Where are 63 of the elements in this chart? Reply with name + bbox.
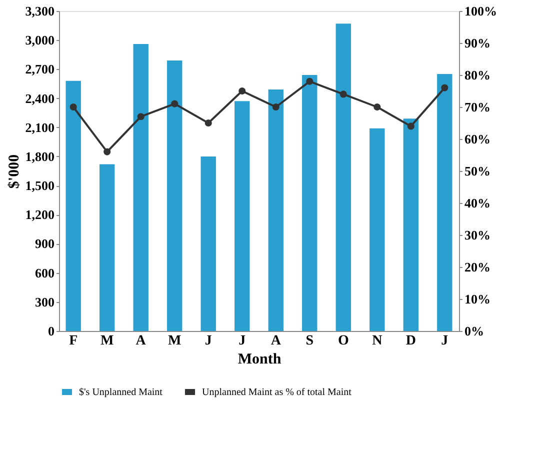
point: [238, 87, 246, 95]
y2-tick-label: 10%: [464, 292, 490, 306]
x-tick-label: J: [238, 334, 246, 348]
bar: [133, 44, 148, 331]
x-tick-label: F: [69, 334, 78, 348]
bar: [268, 90, 284, 331]
y2-tick-label: 20%: [464, 260, 490, 274]
y-tick-label: 600: [35, 265, 54, 280]
y2-tick-label: 50%: [464, 164, 490, 178]
x-axis-title: Month: [238, 352, 282, 368]
x-tick-label: M: [100, 334, 114, 348]
x-tick-label: S: [306, 334, 314, 348]
x-tick-label: O: [338, 334, 349, 348]
y2-tick-label: 70%: [464, 100, 490, 114]
point: [272, 103, 280, 111]
legend-label: Unplanned Maint as % of total Maint: [202, 387, 352, 398]
bar: [302, 75, 318, 331]
y2-tick-label: 0%: [464, 324, 484, 338]
y-tick-label: 3,300: [25, 4, 54, 18]
point: [204, 119, 212, 127]
x-tick-label: J: [204, 334, 212, 348]
bar: [336, 24, 351, 331]
y2-tick-label: 100%: [464, 4, 497, 18]
bar: [234, 101, 250, 331]
y-tick-label: 300: [35, 294, 54, 310]
x-tick-label: A: [270, 334, 282, 348]
y-tick-label: 2,100: [25, 120, 54, 135]
x-tick-label: D: [406, 334, 416, 348]
bar: [200, 156, 216, 331]
y-tick-label: 900: [35, 236, 54, 252]
x-tick-label: A: [136, 334, 147, 348]
legend-label: $'s Unplanned Maint: [79, 387, 163, 398]
bar: [437, 74, 452, 331]
y2-tick-label: 40%: [464, 196, 490, 210]
bar: [167, 60, 182, 331]
y2-tick-label: 90%: [464, 36, 490, 50]
bar: [100, 164, 115, 331]
bar: [403, 118, 418, 331]
point: [340, 90, 347, 98]
y-tick-label: 1,200: [25, 207, 54, 222]
y-axis-title: $'000: [6, 154, 22, 189]
y-tick-label: 0: [48, 324, 54, 338]
y2-tick-label: 80%: [464, 68, 490, 82]
bar: [370, 128, 385, 331]
y-tick-label: 1,800: [25, 148, 54, 164]
y-tick-label: 2,700: [25, 62, 54, 77]
y-tick-label: 2,400: [25, 90, 54, 106]
bar: [66, 80, 81, 331]
point: [70, 103, 77, 111]
y2-tick-label: 30%: [464, 228, 490, 242]
point: [306, 78, 314, 85]
point: [407, 122, 414, 130]
point: [137, 113, 144, 120]
x-tick-label: N: [372, 334, 382, 348]
y-tick-label: 1,500: [25, 178, 54, 194]
y2-tick-label: 60%: [464, 132, 490, 146]
point: [441, 84, 448, 92]
y-tick-label: 3,000: [25, 32, 54, 48]
x-tick-label: M: [168, 334, 182, 348]
point: [171, 100, 178, 108]
x-tick-label: J: [441, 334, 448, 348]
point: [374, 103, 381, 111]
point: [104, 148, 111, 156]
